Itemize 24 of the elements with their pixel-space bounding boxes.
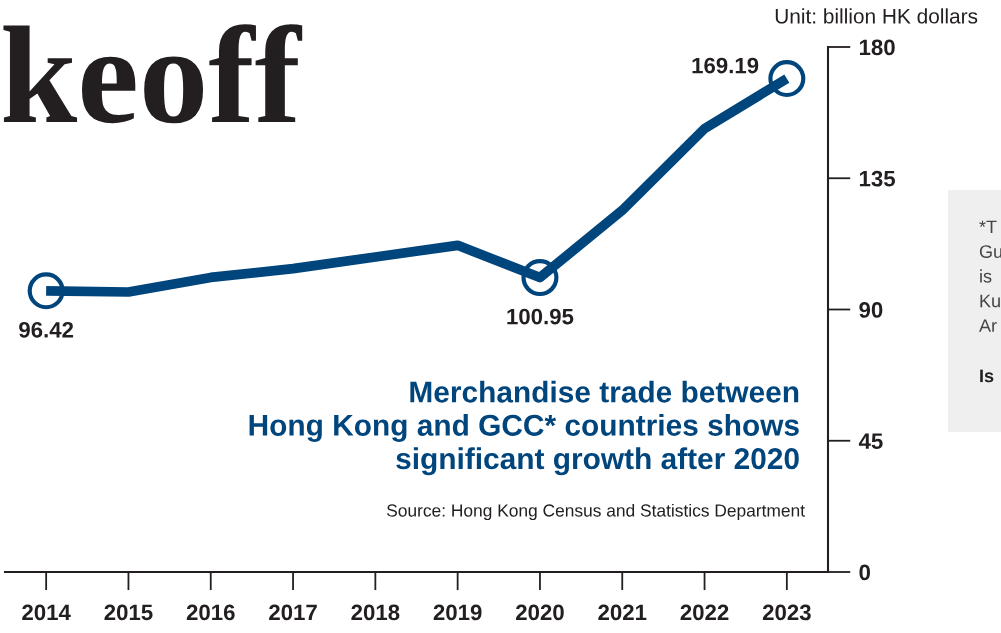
x-tick-label: 2017	[269, 604, 317, 621]
x-tick-label: 2019	[433, 604, 482, 621]
x-tick-label: 2021	[598, 604, 647, 621]
y-axis-title: Unit: billion HK dollars	[775, 8, 978, 24]
x-tick-label: 2022	[680, 604, 729, 621]
y-tick-label: 0	[859, 564, 870, 581]
y-tick-label: 90	[859, 302, 883, 318]
y-tick-label: 180	[859, 39, 895, 56]
text: *T Gu is Ku Ar	[979, 220, 1001, 332]
annotation: keoff	[3, 24, 303, 124]
annotation: Source: Hong Kong Census and Statistics Department	[386, 503, 805, 521]
x-tick-label: 2014	[22, 604, 71, 621]
data-label: 96.42	[19, 321, 74, 338]
data-label: 169.19	[692, 57, 759, 74]
y-tick-label: 135	[859, 170, 896, 187]
y-tick-label: 45	[858, 433, 883, 450]
x-tick-label: 2016	[186, 604, 235, 621]
text: Merchandise trade between Hong Kong and GCC* countries shows significant growth after 2020	[249, 380, 799, 476]
x-tick-label: 2020	[516, 604, 564, 621]
text: Is	[980, 369, 994, 383]
data-label: 100.95	[507, 308, 574, 325]
x-tick-label: 2018	[351, 604, 400, 621]
x-tick-label: 2023	[762, 604, 811, 621]
x-tick-label: 2015	[104, 604, 153, 621]
